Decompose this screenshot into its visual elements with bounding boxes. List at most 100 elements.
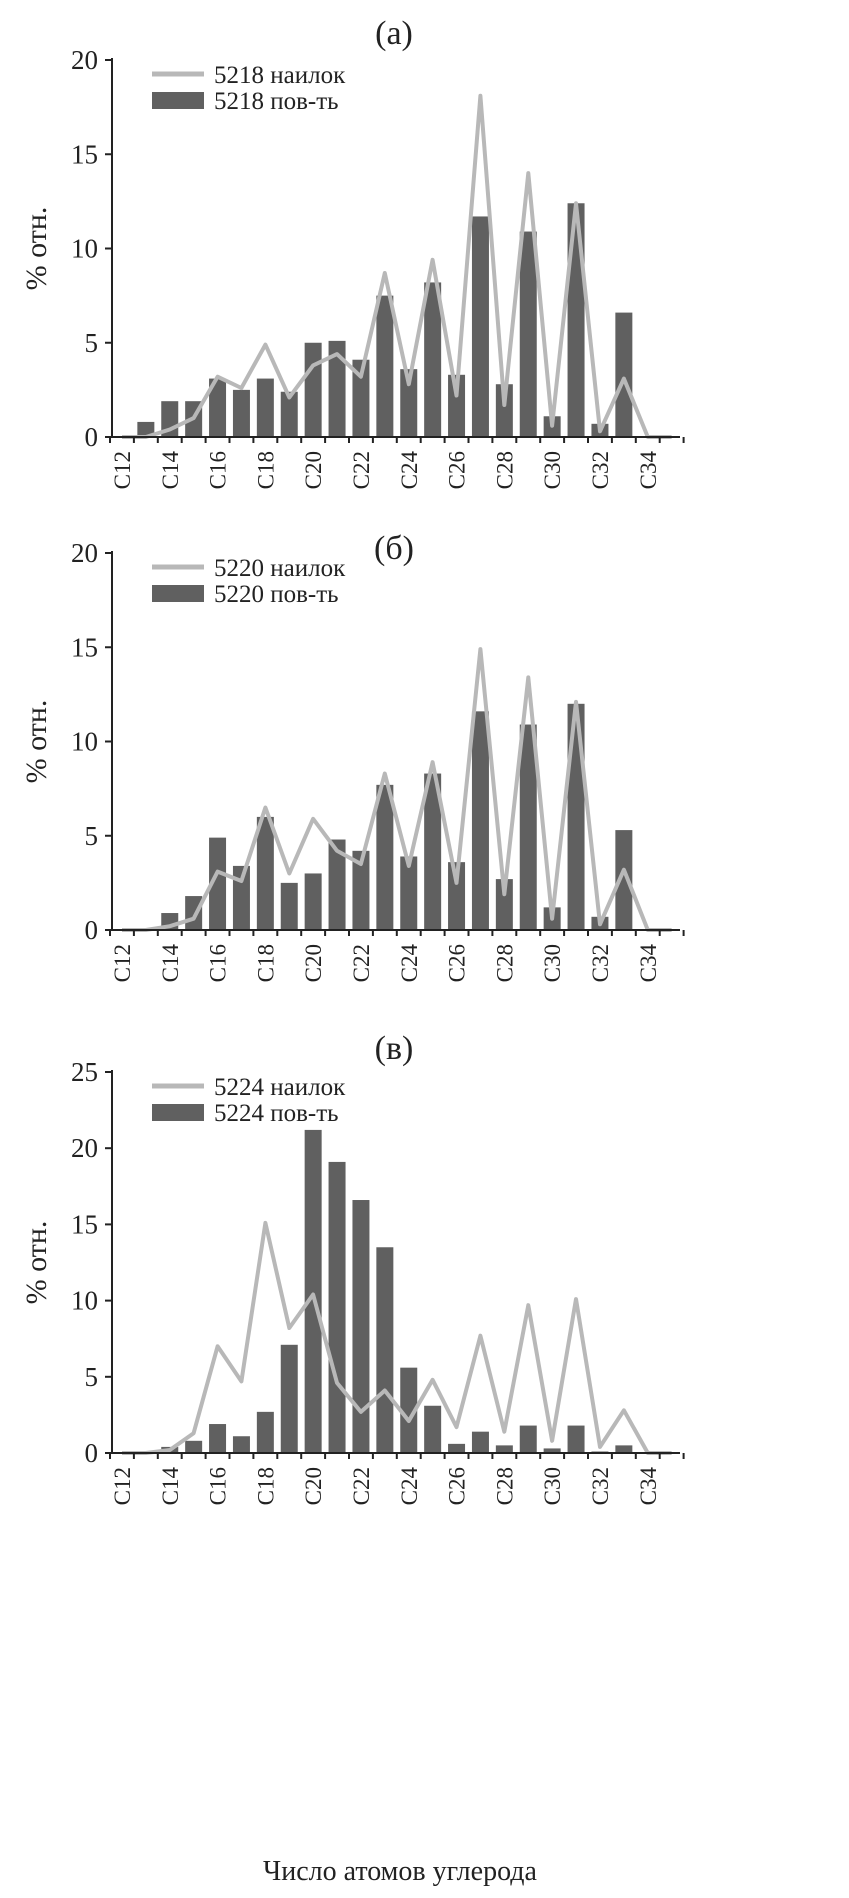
bar	[519, 1425, 537, 1453]
x-axis-title: Число атомов углерода	[263, 1856, 537, 1887]
x-tick-label: C22	[349, 1467, 374, 1505]
x-tick-label: C26	[445, 944, 470, 982]
panel-label: (в)	[375, 1030, 414, 1067]
bar	[209, 378, 227, 437]
bar	[256, 1411, 274, 1453]
y-tick-label: 0	[85, 915, 99, 945]
bar	[400, 1367, 418, 1453]
x-tick-label: C24	[397, 451, 422, 490]
bar	[567, 203, 585, 437]
chart-panel-3: (в) % отн. 0 5 10 15 20 25 C12 C14 C16 C18 C20 C22 C24…	[20, 1030, 685, 1506]
y-tick-label: 5	[85, 821, 99, 851]
x-tick-label: C30	[540, 1467, 565, 1505]
legend-label: 5224 наилок	[214, 1074, 346, 1101]
panel-label: (б)	[374, 530, 414, 567]
bar	[471, 216, 489, 437]
bar	[232, 389, 250, 437]
y-axis-title: % отн.	[20, 700, 53, 784]
bar	[615, 1445, 633, 1453]
series-line	[122, 1220, 672, 1455]
x-tick-label: C14	[158, 944, 183, 983]
bar	[567, 1425, 585, 1453]
x-tick-label: C16	[206, 1467, 231, 1505]
bar	[543, 1448, 561, 1453]
bar	[352, 850, 370, 930]
bar	[256, 378, 274, 437]
bar	[424, 282, 442, 437]
bar	[232, 1436, 250, 1453]
y-tick-label: 20	[71, 1133, 98, 1163]
x-tick-label: C18	[253, 1467, 278, 1505]
x-tick-label: C32	[588, 944, 613, 982]
bar	[209, 837, 227, 930]
panel-label: (а)	[375, 15, 413, 52]
y-tick-label: 0	[85, 1438, 99, 1468]
legend-label: 5218 наилок	[214, 62, 346, 89]
y-tick-label: 5	[85, 328, 99, 358]
bar	[519, 231, 537, 437]
bar	[471, 1431, 489, 1453]
legend-label: 5220 наилок	[214, 555, 346, 582]
bar	[137, 421, 155, 437]
x-tick-label: C34	[636, 451, 661, 490]
bar	[615, 312, 633, 437]
x-tick-label: C24	[397, 944, 422, 983]
y-tick-label: 10	[71, 727, 98, 757]
legend-label: 5220 пов-ть	[214, 581, 339, 608]
y-tick-label: 0	[85, 422, 99, 452]
bar	[328, 340, 346, 437]
bar	[448, 862, 466, 930]
x-tick-label: C30	[540, 451, 565, 489]
bar	[280, 1344, 298, 1453]
x-tick-label: C32	[588, 1467, 613, 1505]
bar	[495, 1445, 513, 1453]
x-tick-label: C34	[636, 1467, 661, 1506]
y-axis-title: % отн.	[20, 1221, 53, 1305]
x-tick-label: C34	[636, 944, 661, 983]
x-tick-label: C18	[253, 451, 278, 489]
bar	[304, 342, 322, 437]
x-tick-label: C16	[206, 451, 231, 489]
x-tick-label: C28	[492, 944, 517, 982]
x-tick-label: C14	[158, 1467, 183, 1506]
bar	[185, 1440, 203, 1453]
x-tick-label: C20	[301, 944, 326, 982]
y-tick-label: 15	[71, 632, 98, 662]
y-tick-label: 15	[71, 139, 98, 169]
bar	[376, 1247, 394, 1453]
bar	[519, 724, 537, 930]
x-tick-label: C30	[540, 944, 565, 982]
bar	[471, 711, 489, 930]
bar	[400, 856, 418, 930]
legend-label: 5218 пов-ть	[214, 88, 339, 115]
y-axis-title: % отн.	[20, 207, 53, 291]
bar	[352, 359, 370, 437]
y-tick-label: 5	[85, 1362, 99, 1392]
bar	[328, 839, 346, 930]
y-tick-label: 20	[71, 45, 98, 75]
y-tick-label: 25	[71, 1057, 98, 1087]
legend-label: 5224 пов-ть	[214, 1100, 339, 1127]
bar	[232, 865, 250, 930]
bar	[615, 830, 633, 930]
x-tick-label: C26	[445, 451, 470, 489]
x-tick-label: C20	[301, 1467, 326, 1505]
x-tick-label: C20	[301, 451, 326, 489]
bar	[400, 369, 418, 437]
x-tick-label: C32	[588, 451, 613, 489]
bar	[424, 1405, 442, 1453]
x-tick-label: C28	[492, 451, 517, 489]
bar	[424, 773, 442, 930]
x-tick-label: C22	[349, 451, 374, 489]
bar	[495, 879, 513, 930]
bar	[352, 1200, 370, 1453]
bar	[376, 295, 394, 437]
bar	[185, 896, 203, 930]
chart-panel-1: (а) % отн. 0 5 10 15 20 C12 C14 C16 C18 C20 C22 C24 C2…	[20, 15, 685, 490]
x-tick-label: C12	[110, 1467, 135, 1505]
bar	[256, 816, 274, 930]
x-tick-label: C28	[492, 1467, 517, 1505]
series-line	[122, 647, 672, 932]
chart-panel-2: (б) % отн. 0 5 10 15 20 C12 C14 C16 C18 C20 C22 C24 C2…	[20, 530, 685, 983]
